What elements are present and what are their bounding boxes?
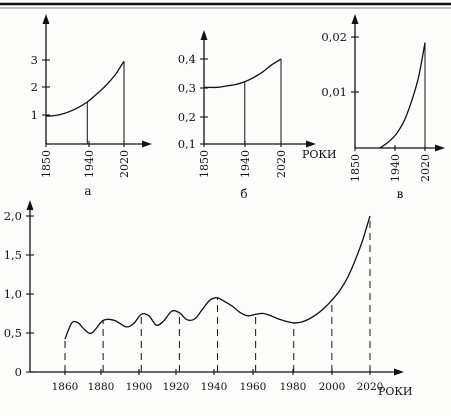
panel-b-y-tick-label: 0,3 (178, 81, 196, 95)
panel-main-y-arrow (26, 200, 34, 210)
panel-b-x-axis-label: РОКИ (302, 148, 337, 161)
panel-main-y-tick-label: 0,5 (4, 326, 22, 340)
chart-root: 1 2 3 1850 1940 2020 а 0,1 0,2 0,3 0,4 1850 1940 2020… (4, 14, 445, 398)
panel-main-y-tick-label: 1,5 (4, 248, 22, 262)
panel-a-y-arrow (42, 14, 50, 24)
panel-a-label: а (84, 184, 91, 198)
panel-b-series-line (203, 58, 282, 89)
panel-c-x-arrow (435, 144, 445, 152)
panel-b-label: б (240, 187, 247, 201)
panel-main-x-arrow (394, 368, 404, 376)
panel-a-y-tick-label: 2 (31, 80, 38, 94)
panel-c-x-tick-label: 1940 (389, 154, 402, 182)
panel-c-y-arrow (351, 14, 359, 24)
panel-b-x-tick-label: 1850 (198, 150, 211, 178)
panel-b-x-tick-label: 1940 (239, 150, 252, 178)
panel-main-y-tick-label: 0 (15, 365, 22, 379)
panel-c-y-tick-label: 0,01 (321, 85, 347, 99)
panel-main-x-tick-label: 1880 (88, 381, 115, 393)
panel-a-x-tick-label: 1850 (40, 150, 53, 178)
panel-a-y-tick-label: 1 (31, 108, 38, 122)
panel-c-series-line (379, 42, 426, 149)
panel-c-label: в (397, 187, 404, 201)
panel-main-x-tick-label: 1860 (52, 381, 79, 393)
panel-main-x-axis-label: РОКИ (378, 385, 413, 398)
panel-a-x-arrow (142, 140, 152, 148)
panel-main-y-tick-label: 1,0 (4, 287, 22, 301)
panel-b-y-tick-label: 0,2 (178, 110, 196, 124)
panel-b-x-tick-label: 2020 (275, 150, 288, 178)
panel-main-x-tick-label: 1900 (126, 381, 153, 393)
panel-c-y-tick-label: 0,02 (321, 30, 347, 44)
panel-a-series-line (45, 61, 125, 117)
panel-b-y-tick-label: 0,1 (178, 137, 196, 151)
panel-b-x-arrow (306, 140, 316, 148)
panel-a-x-tick-label: 2020 (118, 150, 131, 178)
panel-main-x-tick-label: 2020 (357, 381, 384, 393)
panel-c-x-tick-label: 1850 (349, 154, 362, 182)
panel-main-x-tick-label: 1980 (280, 381, 307, 393)
panel-b-y-tick-label: 0,4 (178, 52, 196, 66)
panel-main-x-tick-label: 2000 (319, 381, 346, 393)
panel-c-x-tick-label: 2020 (419, 154, 432, 182)
panel-main-x-tick-label: 1920 (163, 381, 190, 393)
panel-main-x-tick-label: 1960 (240, 381, 267, 393)
panel-main-x-tick-label: 1940 (201, 381, 228, 393)
panel-a-x-tick-label: 1940 (83, 150, 96, 178)
panel-b-y-arrow (200, 30, 208, 40)
panel-a-y-tick-label: 3 (31, 53, 38, 67)
panel-main-y-tick-label: 2,0 (4, 209, 22, 223)
